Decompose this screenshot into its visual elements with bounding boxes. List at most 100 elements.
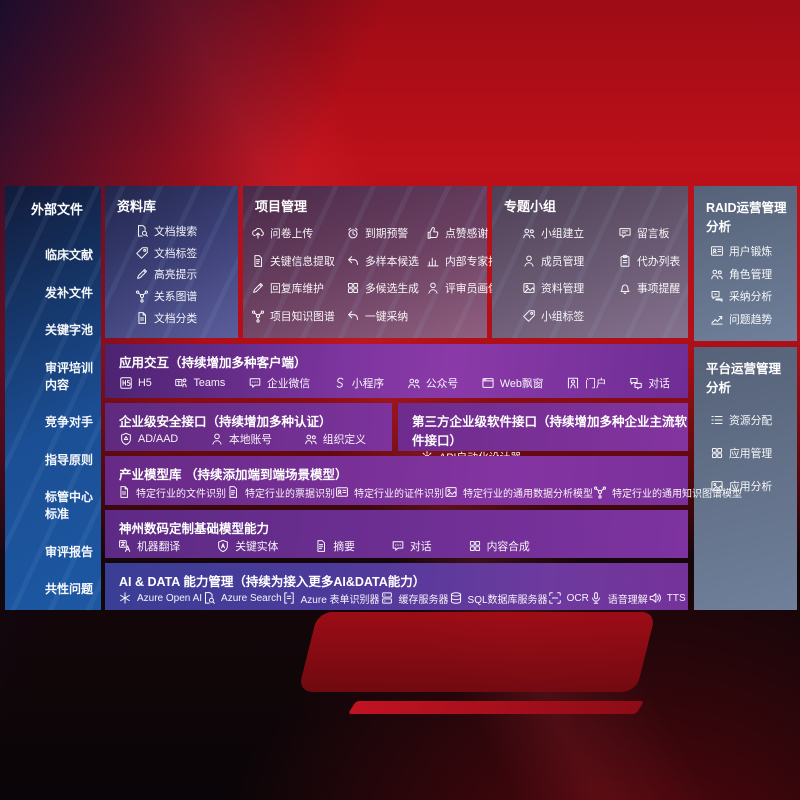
window-icon [481,376,495,390]
id-card-icon [710,244,724,258]
feature-label: 小程序 [351,377,385,390]
external-files-panel: 外部文件 临床文献 发补文件 关键字池 审评培训内容 竞争对手 指导原则 标管中心标准 审评报… [5,186,101,610]
feature-label: 公众号 [425,377,459,390]
feature-label: AD/AAD [138,432,179,445]
graph-icon [135,289,149,303]
feature-item: 小组建立 [522,225,618,241]
entity-icon [216,539,230,553]
external-file-item: 临床文献 [45,248,94,262]
feature-item: 摘要 [314,538,355,554]
aidata-management-row: AI & DATA 能力管理（持续为接入更多AI&DATA能力） Azure O… [105,563,688,610]
tag-icon [135,246,149,260]
feature-label: 内容合成 [486,540,530,553]
external-files-title: 外部文件 [31,202,84,217]
platform-analysis-panel: 平台运营管理分析 资源分配 应用管理 应用分析 [694,347,797,610]
feature-label: Azure Search [221,592,282,604]
feature-item: 特定行业的通用数据分析模型 [444,485,593,500]
form-icon [282,591,296,605]
tag-icon [522,309,536,323]
feature-label: 问题趋势 [729,313,773,326]
feature-label: 语音理解 [607,594,648,606]
external-file-item: 指导原则 [45,452,94,467]
clipboard-icon [618,254,632,268]
security-interface-items: AD/AAD 本地账号 组织定义 [105,430,392,451]
external-file-item: 发补文件 [45,285,94,300]
feature-label: 多候选生成 [365,283,419,296]
doc-lines-icon [226,485,240,499]
platform-analysis-items: 资源分配应用管理应用分析 [694,398,797,494]
people-icon [710,267,724,281]
feature-item: 小程序 [333,375,384,391]
feature-item: SQL数据库服务器 [449,591,548,606]
background-device-shape [298,612,656,692]
qa-chat-icon [710,289,724,303]
feature-label: 摘要 [333,540,355,553]
image-icon [522,281,536,295]
bbs-icon [618,226,632,240]
external-file-item: 关键字池 [45,323,94,337]
feature-label: 资源分配 [729,415,773,427]
feature-item: 高亮提示 [135,266,238,282]
feature-item: Azure 表单识别器 [282,591,380,606]
feature-item: 对话 [629,375,670,391]
feature-item: 文档标签 [135,245,238,261]
feature-label: 回复库维护 [270,283,324,296]
feature-item: 公众号 [407,375,458,391]
foundation-models-title: 神州数码定制基础模型能力 [119,522,270,536]
feature-item: AD/AAD [119,432,178,446]
feature-item: 事项提醒 [618,280,686,296]
feature-label: 文档标签 [154,247,198,260]
external-file-item: 共性问题 [45,582,94,596]
feature-label: 问卷上传 [270,227,314,240]
feature-label: TTS [666,592,686,604]
people-icon [304,432,318,446]
aidata-management-title: AI & DATA 能力管理（持续为接入更多AI&DATA能力） [119,575,426,589]
feature-item: Azure Open AI [118,591,202,605]
external-file-item: 标管中心标准 [45,490,94,521]
feature-item: 一键采纳 [346,308,426,324]
topic-groups-title: 专题小组 [504,199,557,214]
raid-analysis-items: 用户锻炼 角色管理 采纳分析 问题趋势 [694,237,797,341]
feature-item: 缓存服务器 [380,591,449,606]
feature-item: 组织定义 [304,431,366,447]
raid-analysis-panel: RAID运营管理分析 用户锻炼 角色管理 采纳分析 问题趋势 [694,186,797,341]
repository-panel: 资料库 文档搜索 文档标签 高亮提示 关系图谱 文档分类 [105,186,238,338]
external-file-item: 审评报告 [45,544,94,559]
feature-item: 内容合成 [468,538,530,554]
s-curve-icon [333,376,347,390]
feature-item: 评审员画像 [426,280,510,296]
feature-item: 多候选生成 [346,280,426,296]
feature-item: 应用管理 [710,445,797,461]
app-interaction-title: 应用交互（持续增加多种客户端） [119,356,307,370]
feature-label: 特定行业的通用数据分析模型 [463,488,593,500]
doc-search-icon [135,224,149,238]
feature-label: 采纳分析 [729,291,773,304]
feature-item: 问题趋势 [710,311,797,327]
feature-label: 关系图谱 [154,291,198,304]
feature-label: 本地账号 [228,433,273,446]
pen-icon [251,281,265,295]
reply-icon [346,254,360,268]
feature-label: 特定行业的通用知识图谱模型 [612,488,742,500]
pen-icon [135,267,149,281]
feature-item: 机器翻译 [118,538,180,554]
feature-item: 应用分析 [710,478,797,494]
feature-label: 关键信息提取 [270,255,335,268]
feature-label: 关键实体 [235,540,279,553]
feature-item: 文档搜索 [135,223,238,239]
feature-label: 门户 [585,377,607,390]
person-icon [426,281,440,295]
people-icon [522,226,536,240]
feature-label: 企业微信 [266,377,311,390]
cloud-upload-icon [251,226,265,240]
foundation-models-items: 机器翻译 关键实体 摘要 对话 内容合成 [105,537,688,558]
feature-item: 角色管理 [710,266,797,282]
doc-search-icon [202,591,216,605]
feature-label: 角色管理 [729,268,773,281]
feature-label: Azure 表单识别器 [300,594,380,606]
topic-groups-items: 小组建立 留言板 成员管理 代办列表 资料管理 事项提醒 小组标签 [492,217,688,338]
people-icon [407,376,421,390]
feature-item: 文档分类 [135,310,238,326]
feature-label: 事项提醒 [637,283,681,296]
